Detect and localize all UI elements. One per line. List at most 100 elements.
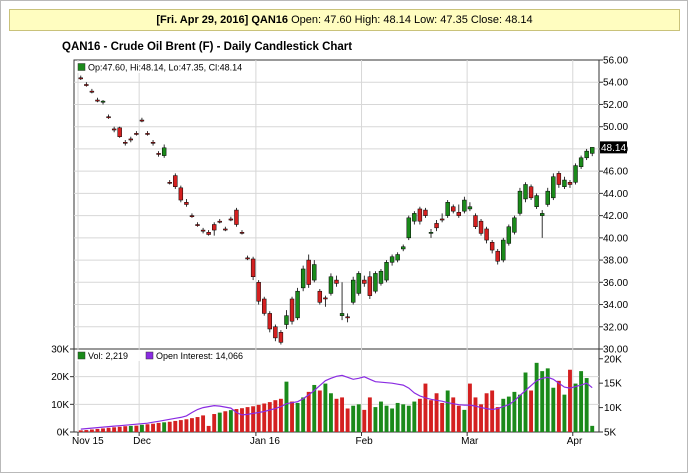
price-legend-text: Op:47.60, Hi:48.14, Lo:47.35, Cl:48.14 [88,63,242,73]
candle [573,163,578,185]
candle-body [567,182,573,185]
candle-body [539,213,545,216]
candle-body [256,282,261,302]
quote-ohlc: Open: 47.60 High: 48.14 Low: 47.35 Close… [291,14,533,26]
volume-bar [540,371,545,432]
price-tick-label: 34.00 [603,300,628,311]
candle [423,207,428,218]
volume-bar [551,387,556,432]
candles [78,75,595,345]
candle [551,173,556,201]
candle [506,224,512,246]
volume-bar [351,405,356,432]
volume-bar [328,393,333,432]
candle [590,147,595,157]
volume-bar [412,401,417,432]
volume-bar [201,415,206,432]
candle-body [123,142,128,144]
candle [356,271,361,296]
price-tick-label: 38.00 [603,256,628,267]
candle [473,213,478,229]
date-tick-label: Nov 15 [72,436,104,447]
volume-bar [184,419,189,432]
vol-legend-text: Vol: 2,219 [88,351,128,361]
candle [234,207,239,227]
volume-bar [445,390,450,432]
oi-tick-label: 10K [604,403,622,414]
legend-up-swatch [77,63,86,71]
candle-body [212,224,217,231]
date-tick-label: Mar [461,436,479,447]
volume-bar [89,429,94,432]
volume-bar [206,425,211,432]
candle-body [245,257,250,260]
candle [495,248,500,265]
candle [173,173,178,189]
candle-body [300,268,306,289]
candle [567,180,573,188]
volume-bar [78,430,83,432]
chart-title: QAN16 - Crude Oil Brent (F) - Daily Cand… [62,41,353,53]
candle [539,210,545,238]
volume-bar [434,393,439,432]
oi-legend-swatch [145,351,154,360]
candle-body [89,90,95,93]
volume-bar [151,423,155,432]
candle-body [512,217,517,233]
volume-bar [562,394,567,432]
candle [378,268,384,286]
candle-body [189,215,195,217]
candle-body [328,276,334,294]
volume-bar [301,397,306,432]
candle-body [534,195,539,207]
volume-bar [245,407,250,432]
candle [367,271,373,299]
candle [389,254,395,266]
volume-tick-label: 10K [51,400,69,411]
open-interest-line [80,374,593,430]
volume-bar [290,401,294,432]
volume-bar [495,407,500,432]
volume-bar [117,426,122,432]
price-tick-label: 44.00 [603,189,628,200]
date-tick-label: Jan 16 [250,436,280,447]
candle-body [578,157,584,167]
candle [212,222,217,236]
candle-body [323,297,328,300]
quote-header: [Fri. Apr 29, 2016] QAN16 Open: 47.60 Hi… [9,9,680,31]
candle-body [167,182,172,184]
volume-bar [340,397,345,432]
volume-bar [317,390,322,432]
oi-tick-label: 20K [604,354,622,365]
volume-bar [367,397,372,432]
candle-body [289,298,295,322]
volume-bar [451,397,456,432]
volume-bar [173,420,178,432]
candle [89,88,95,94]
date-axis: Nov 15 Dec Jan 16 Feb Mar Apr [72,432,583,447]
volume-tick-label: 20K [51,372,69,383]
candle-body [467,206,473,210]
candle-body [384,262,389,281]
candle-body [478,220,484,234]
candle [145,131,150,136]
candle-body [423,209,428,216]
candle [373,271,378,294]
candle [401,244,406,252]
volume-bar [573,383,578,432]
candle-body [145,133,150,135]
candle-body [556,173,562,185]
volume-bar [217,412,222,432]
candle-body [551,176,556,199]
candle [123,140,128,146]
candle [289,296,295,325]
candle-body [545,190,550,205]
volume-bar [584,378,589,432]
candle-body [234,209,239,225]
candle [439,213,445,223]
candle [111,126,117,133]
price-tick-label: 56.00 [603,56,628,67]
volume-bar [84,430,89,432]
candle-body [161,147,167,156]
candle-body [139,119,145,122]
